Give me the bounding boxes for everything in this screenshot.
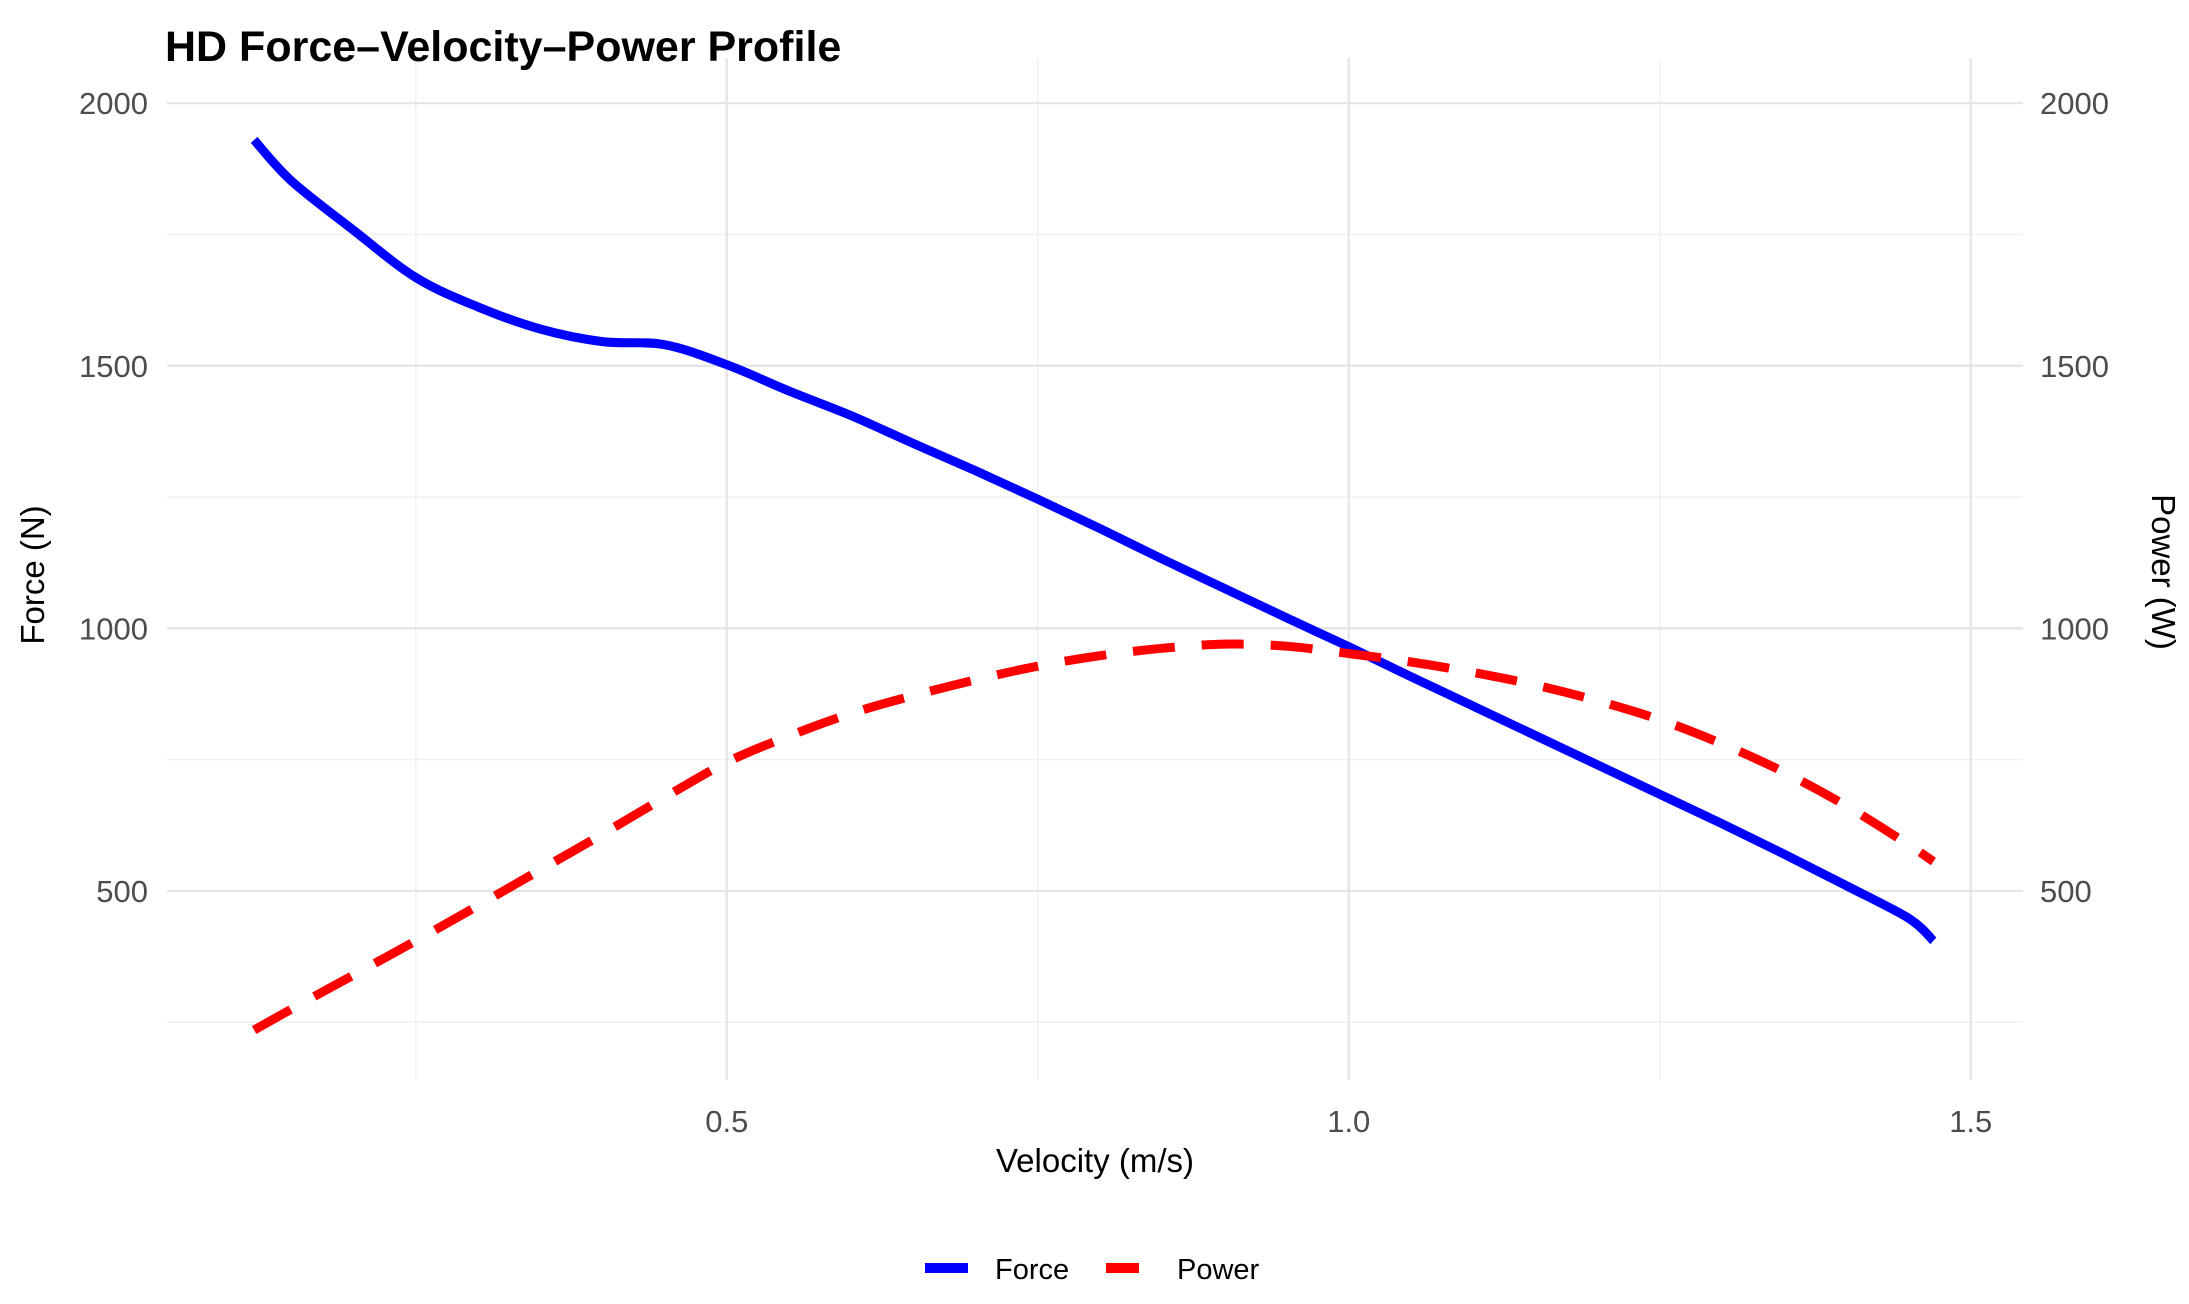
y-tick-label-right: 500	[2040, 874, 2092, 909]
legend-label-force: Force	[995, 1254, 1069, 1286]
chart-title: HD Force–Velocity–Power Profile	[165, 23, 841, 71]
y-tick-label-right: 1000	[2040, 611, 2109, 646]
x-tick-label: 0.5	[705, 1104, 748, 1139]
minor-gridlines	[167, 58, 2023, 1080]
major-gridlines	[167, 58, 2023, 1080]
series-lines	[250, 136, 1937, 1035]
y-tick-label-right: 2000	[2040, 86, 2109, 121]
x-tick-label: 1.0	[1327, 1104, 1370, 1139]
power-line-series	[251, 639, 1936, 1035]
y-axis-title-right: Power (W)	[2145, 494, 2182, 650]
legend: Force Power	[925, 1254, 1260, 1286]
y-tick-label-left: 2000	[79, 86, 148, 121]
y-axis-title-left: Force (N)	[14, 505, 51, 644]
tick-labels: 500 500 1000 1000 1500 1500 2000 2000 0.5 1.0 1.5	[79, 86, 2109, 1139]
y-tick-label-left: 1500	[79, 349, 148, 384]
y-tick-label-right: 1500	[2040, 349, 2109, 384]
legend-label-power: Power	[1177, 1254, 1260, 1286]
y-tick-label-left: 500	[96, 874, 148, 909]
x-tick-label: 1.5	[1949, 1104, 1992, 1139]
x-axis-title: Velocity (m/s)	[996, 1142, 1194, 1179]
y-tick-label-left: 1000	[79, 611, 148, 646]
force-line-series	[250, 136, 1937, 945]
